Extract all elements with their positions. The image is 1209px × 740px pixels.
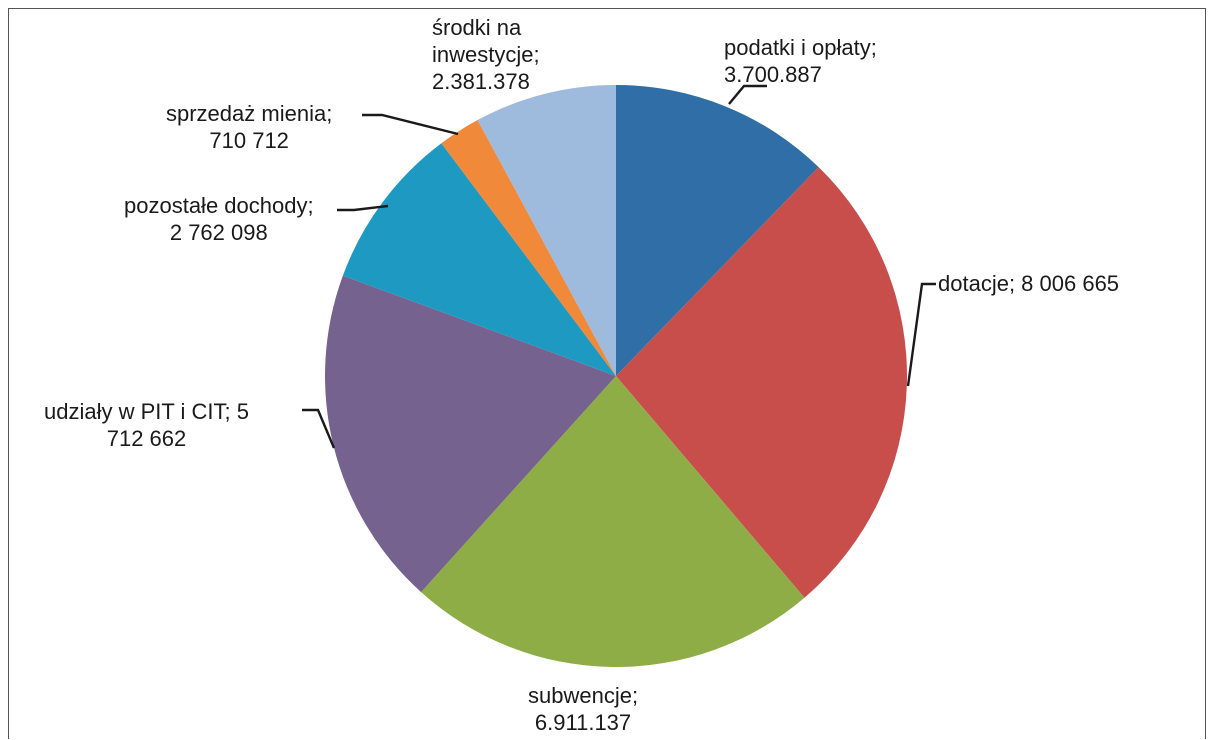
slice-label-line: udziały w PIT i CIT; 5 [44,399,249,424]
slice-label: udziały w PIT i CIT; 5 712 662 [44,398,249,452]
slice-udziały-w-pit-i-cit [325,275,616,593]
slice-label-line: dotacje; 8 006 665 [938,271,1120,296]
slice-label: pozostałe dochody; 2 762 098 [124,192,314,246]
slice-label: sprzedaż mienia; 710 712 [166,100,332,154]
leader-lines [302,84,936,449]
slice-label-line: 2 762 098 [169,220,268,245]
slice-label-line: subwencje; [528,683,639,708]
slice-dotacje [616,167,908,598]
slice-label: dotacje; 8 006 665 [938,270,1119,297]
slice-label-line: środki na [432,15,522,40]
slice-label-line: 2.381.378 [432,69,530,94]
slice-label-line: 3.700.887 [724,62,822,87]
slice-label: środki na inwestycje; 2.381.378 [432,14,540,95]
slice-środki-na-inwestycje [477,85,616,376]
slice-label-line: sprzedaż mienia; [166,101,333,126]
slice-label: subwencje; 6.911.137 [528,682,638,736]
slice-label: podatki i opłaty; 3.700.887 [724,34,877,88]
chart-frame [8,8,1206,739]
leader-line [337,204,389,212]
slice-pozostałe-dochody [342,143,616,376]
slice-subwencje [421,376,805,668]
leader-line [362,113,459,136]
slice-label-line: podatki i opłaty; [724,35,877,60]
slice-label-line: pozostałe dochody; [124,193,314,218]
slice-label-line: inwestycje; [432,42,540,67]
slice-sprzedaż-mienia [441,120,616,377]
slice-podatki-i-opłaty [616,85,819,376]
leader-line [906,282,936,387]
slice-label-line: 710 712 [209,128,289,153]
slice-label-line: 712 662 [106,426,187,451]
slice-label-line: 6.911.137 [534,710,632,735]
pie-slices [325,85,908,668]
leader-line [302,408,336,449]
leader-line [728,84,767,105]
